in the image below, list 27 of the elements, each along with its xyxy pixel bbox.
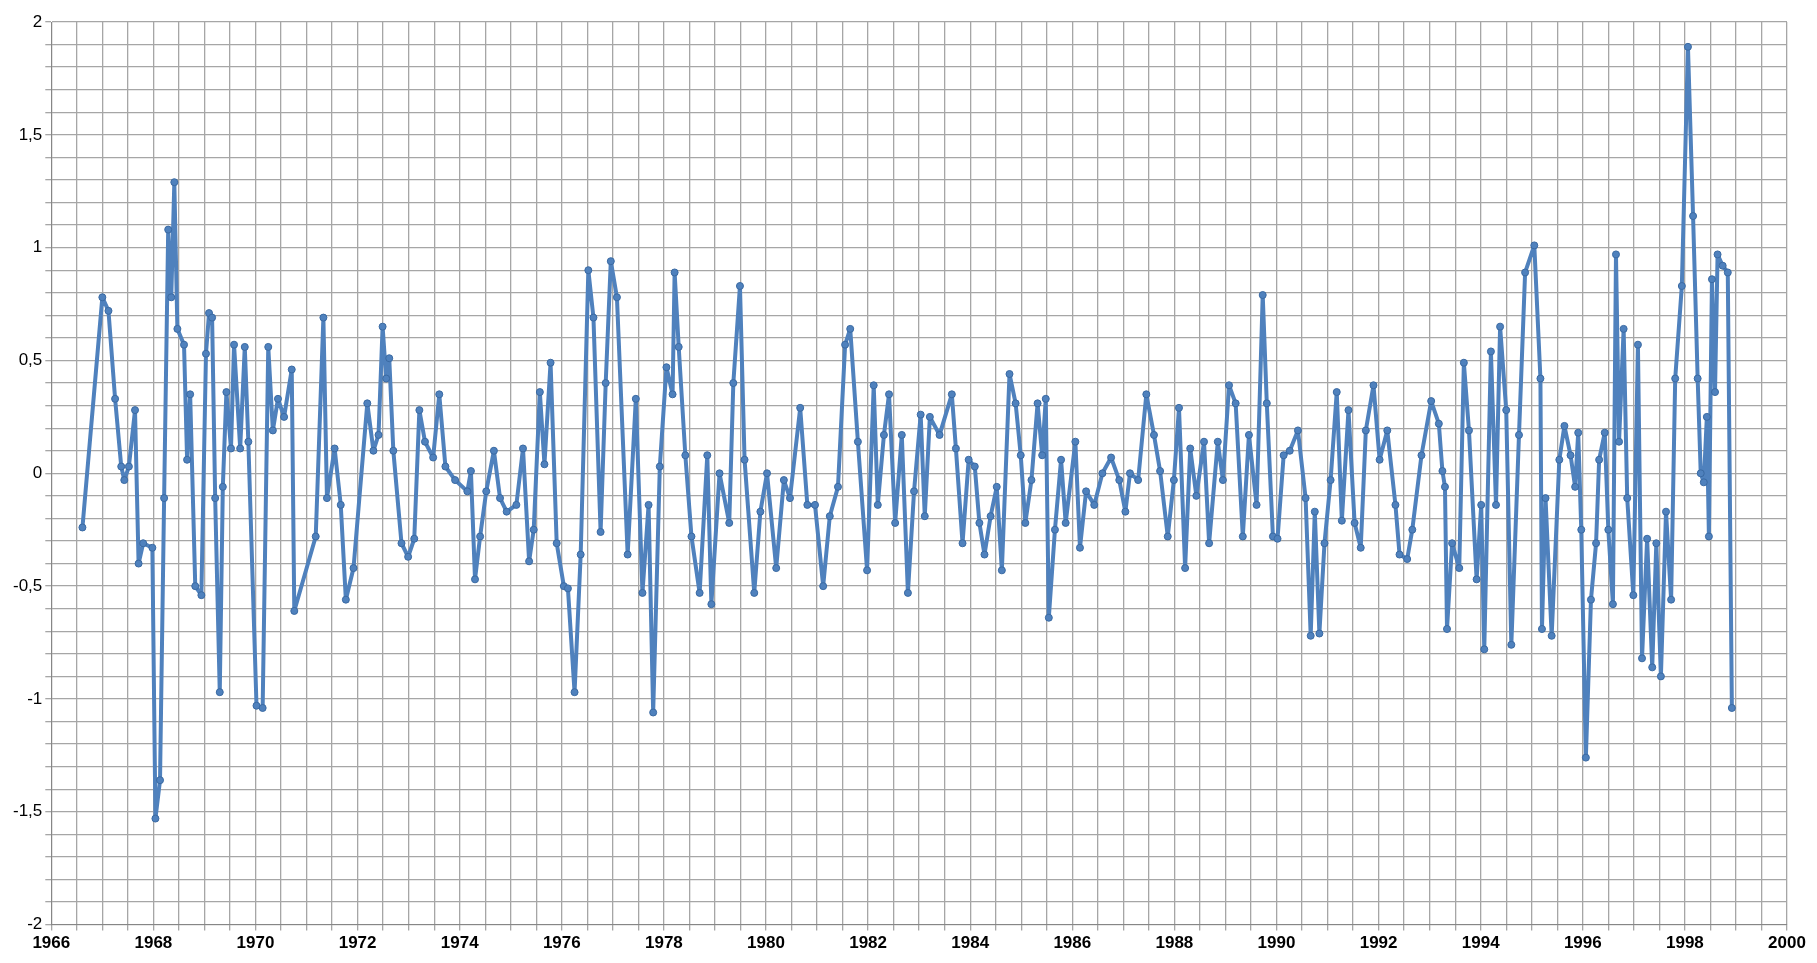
x-tick-label: 1978 <box>644 933 683 953</box>
x-tick-label: 1980 <box>747 933 785 953</box>
x-tick-label: 1996 <box>1563 933 1602 953</box>
x-tick-label: 1968 <box>134 933 173 953</box>
x-tick-label: 1990 <box>1257 933 1296 953</box>
x-tick-label: 1998 <box>1665 933 1704 953</box>
x-tick-label: 1966 <box>32 933 71 953</box>
y-tick-label: 0,5 <box>18 350 43 370</box>
x-tick-label: 1992 <box>1359 933 1398 953</box>
x-tick-label: 1988 <box>1155 933 1194 953</box>
y-tick-label: 0 <box>32 462 43 482</box>
x-tick-label: 1982 <box>849 933 888 953</box>
y-tick-label: 1 <box>32 237 43 257</box>
x-tick-label: 1972 <box>338 933 377 953</box>
x-tick-label: 1986 <box>1053 933 1092 953</box>
x-tick-label: 2000 <box>1768 933 1806 953</box>
y-tick-label: 2 <box>32 11 43 31</box>
y-tick-label: -1,5 <box>13 801 43 821</box>
y-tick-label: -2 <box>27 914 43 934</box>
y-tick-label: -1 <box>27 688 43 708</box>
x-tick-label: 1994 <box>1461 933 1501 953</box>
y-tick-label: 1,5 <box>18 124 43 144</box>
x-tick-label: 1974 <box>440 933 480 953</box>
x-tick-label: 1970 <box>236 933 275 953</box>
x-tick-label: 1984 <box>951 933 990 953</box>
x-tick-label: 1976 <box>542 933 581 953</box>
y-tick-label: -0,5 <box>13 575 43 595</box>
